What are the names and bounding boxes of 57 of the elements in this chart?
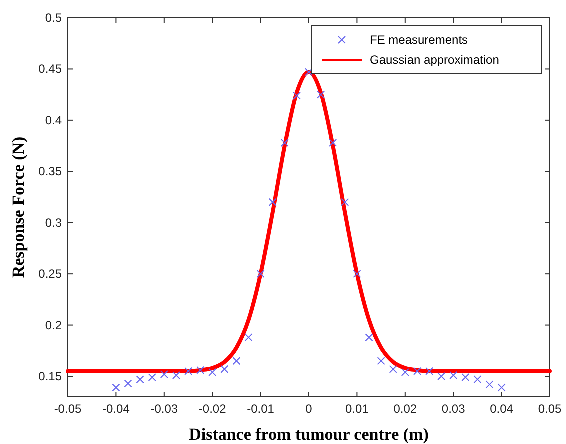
y-tick-label: 0.15 [38,370,62,384]
x-tick-label: -0.05 [54,402,82,416]
x-tick-label: 0 [306,402,313,416]
point [136,376,144,384]
y-tick-label: 0.4 [45,113,62,128]
y-tick-label: 0.45 [38,62,62,76]
point [112,384,120,392]
point [401,368,410,376]
point [377,357,386,366]
point [124,380,132,388]
point [232,357,241,366]
x-tick-label: 0.02 [394,402,418,416]
x-tick-label: 0.03 [442,402,466,416]
x-axis-title: Distance from tumour centre (m) [189,425,429,444]
y-tick-label: 0.25 [38,267,62,282]
point [353,270,362,278]
point [280,138,289,147]
point [438,372,446,381]
point [172,371,180,380]
point [305,68,313,76]
point [208,368,217,376]
x-tick-label: -0.01 [247,402,275,416]
point [160,370,168,378]
point [220,365,229,374]
point [196,366,205,374]
x-tick-label: 0.04 [490,402,514,416]
y-tick-label: 0.5 [45,11,62,25]
legend-label: Gaussian approximation [370,53,500,67]
y-tick-label: 0.35 [38,164,62,179]
x-tick-label: -0.04 [102,402,130,416]
x-tick-label: -0.02 [198,402,227,416]
point [256,270,265,278]
point [450,371,458,380]
point [426,367,434,376]
point [317,90,326,99]
x-tick-label: 0.05 [538,402,562,416]
point [474,376,482,384]
y-axis-title: Response Force (N) [9,136,28,278]
point [462,374,470,382]
line-series [66,70,552,374]
x-tick-label: 0.01 [346,402,370,416]
point [365,334,374,342]
point [329,138,338,147]
point [498,384,506,392]
point [268,198,277,206]
point [148,374,156,382]
x-tick-label: -0.03 [150,402,178,416]
point [184,367,192,376]
point [341,198,350,206]
y-tick-label: 0.3 [45,216,62,230]
point [292,92,301,100]
legend-label: FE measurements [370,33,468,47]
point [413,367,422,376]
point [244,334,253,342]
y-tick-label: 0.2 [45,318,62,332]
point [486,380,494,389]
point [389,365,398,374]
